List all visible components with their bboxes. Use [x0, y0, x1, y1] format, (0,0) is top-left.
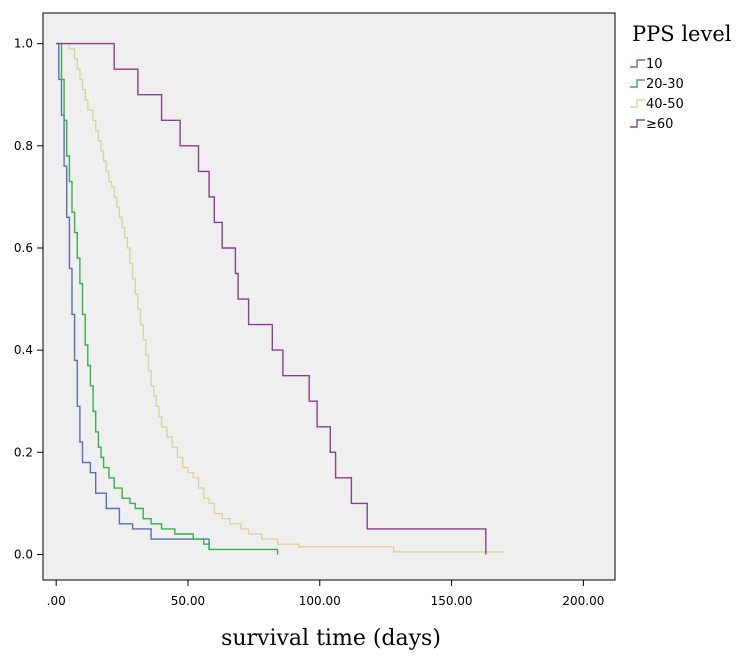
legend-label: 10	[646, 57, 663, 72]
legend-label: 20-30	[646, 77, 684, 92]
y-tick-label: 0.4	[14, 343, 33, 357]
x-tick-label: 200.00	[562, 594, 604, 608]
y-tick-label: 0.8	[14, 139, 33, 153]
series-line-1	[56, 42, 210, 550]
legend-item-2: 20-30	[630, 77, 684, 92]
y-tick-label: 1.0	[14, 37, 33, 51]
series-line-2	[56, 42, 279, 555]
legend-title: PPS level	[632, 22, 732, 46]
legend-label: 40-50	[646, 97, 684, 112]
x-tick-label: 150.00	[431, 594, 473, 608]
y-tick-label: 0.2	[14, 445, 33, 459]
y-tick-label: 0.6	[14, 241, 33, 255]
legend-swatch	[630, 99, 645, 108]
x-axis-label: survival time (days)	[221, 626, 441, 651]
legend-item-3: 40-50	[630, 97, 684, 112]
legend-swatch	[630, 59, 645, 68]
plot-background	[42, 12, 616, 581]
x-tick-label: 50.00	[171, 594, 205, 608]
series-layer	[56, 42, 505, 555]
series-line-4	[56, 42, 487, 555]
legend-swatch	[630, 119, 645, 128]
x-tick-label: 100.00	[299, 594, 341, 608]
legend-swatch	[630, 79, 645, 88]
legend-label: ≥60	[646, 117, 673, 132]
x-tick-label: .00	[47, 594, 66, 608]
legend-item-1: 10	[630, 57, 663, 72]
series-line-3	[56, 42, 505, 553]
axis-layer: .00 50.00 100.00 150.00 200.00 0.0 0.2 0.4 0.6 0.…	[14, 37, 604, 608]
legend: 10 20-30 40-50 ≥60	[630, 57, 684, 132]
legend-item-4: ≥60	[630, 117, 673, 132]
y-tick-label: 0.0	[14, 547, 33, 561]
